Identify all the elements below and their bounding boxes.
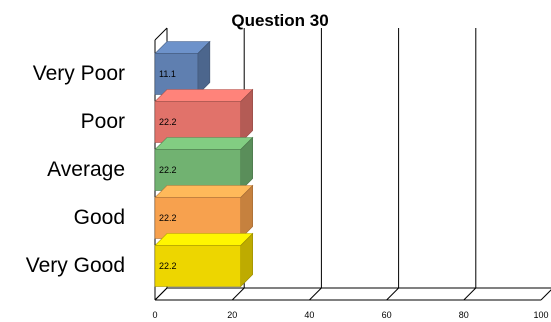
category-label-1: Very Poor: [33, 62, 125, 85]
data-label-3: 22.2: [159, 165, 177, 175]
floor-tick-60: [386, 287, 399, 301]
chart-title: Question 30: [231, 11, 328, 30]
floor-tick-80: [463, 287, 477, 301]
x-tick-label-60: 60: [382, 310, 392, 320]
labels: 0 20 40 60 80 100 11.1 Very Poor 22.2 Poor 22.2 Ave…: [26, 62, 549, 320]
x-tick-label-100: 100: [533, 310, 548, 320]
bars: [154, 40, 254, 288]
bar-top-5: [154, 233, 254, 246]
category-label-2: Poor: [81, 110, 125, 133]
x-tick-label-20: 20: [227, 310, 237, 320]
category-label-5: Very Good: [26, 254, 125, 277]
bar-3: [154, 149, 241, 191]
bar-2: [154, 101, 241, 143]
bar-top-2: [154, 89, 254, 102]
data-label-5: 22.2: [159, 261, 177, 271]
data-label-2: 22.2: [159, 117, 177, 127]
data-label-1: 11.1: [159, 69, 176, 79]
bar-top-3: [154, 137, 254, 150]
data-label-4: 22.2: [159, 213, 177, 223]
x-tick-label-80: 80: [459, 310, 469, 320]
floor-tick-100: [540, 289, 551, 301]
category-label-4: Good: [74, 206, 125, 229]
floor-tick-0: [154, 287, 168, 301]
category-label-3: Average: [47, 158, 125, 181]
left-wall-top-edge: [154, 27, 168, 41]
floor-tick-20: [231, 287, 245, 301]
bar-top-4: [154, 185, 254, 198]
x-tick-label-40: 40: [304, 310, 314, 320]
x-tick-label-0: 0: [152, 310, 157, 320]
bar-4: [154, 197, 241, 239]
floor-tick-40: [309, 287, 322, 301]
bar-5: [154, 245, 241, 287]
